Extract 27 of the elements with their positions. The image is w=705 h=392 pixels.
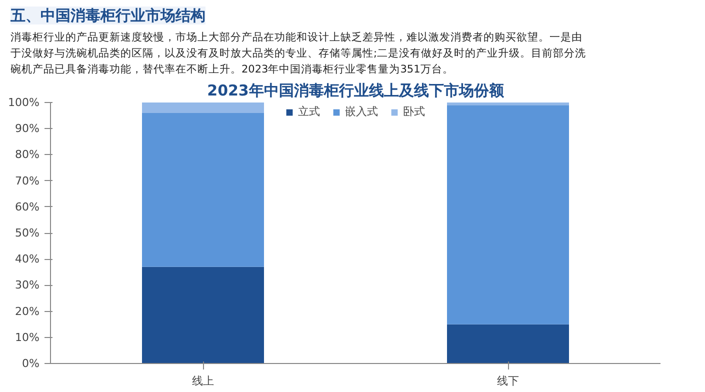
y-tick-label: 60% (15, 200, 40, 214)
x-tick-label: 线下 (497, 374, 519, 388)
y-tick-label: 0% (22, 357, 40, 370)
text: 于没做好与洗碗机品类的区隔，以及没有及时放大品类的专业、存储等属性;二是没有做好及时的产业升级。目前部分洗 (10, 46, 586, 60)
legend-label: 立式 (298, 104, 320, 119)
y-tick-label: 30% (15, 278, 40, 292)
y-tick-label: 40% (15, 252, 40, 266)
y-tick-label: 90% (15, 122, 40, 136)
bar (447, 105, 569, 324)
bar (142, 102, 264, 113)
y-tick-label: 70% (15, 174, 40, 188)
legend-label: 卧式 (403, 104, 425, 119)
chart-title: 2023年中国消毒柜行业线上及线下市场份额 (207, 82, 505, 100)
bar (142, 112, 264, 267)
y-tick-label: 80% (15, 148, 40, 162)
text: 消毒柜行业的产品更新速度较慢，市场上大部分产品在功能和设计上缺乏差异性，难以激发消费者的购买欲望。一是由 (10, 30, 582, 44)
text: 五、中国消毒柜行业市场结构 (10, 6, 206, 24)
y-tick-label: 10% (15, 330, 40, 344)
bar (447, 324, 569, 364)
legend-label: 嵌入式 (345, 104, 378, 119)
y-tick-label: 20% (15, 304, 40, 318)
y-tick-label: 100% (8, 96, 40, 109)
x-tick-label: 线上 (192, 374, 214, 388)
bar (142, 266, 264, 364)
bar (447, 102, 569, 106)
text: 碗机产品已具备消毒功能，替代率在不断上升。2023年中国消毒柜行业零售量为351万台。 (10, 62, 454, 76)
y-tick-label: 50% (15, 226, 40, 240)
